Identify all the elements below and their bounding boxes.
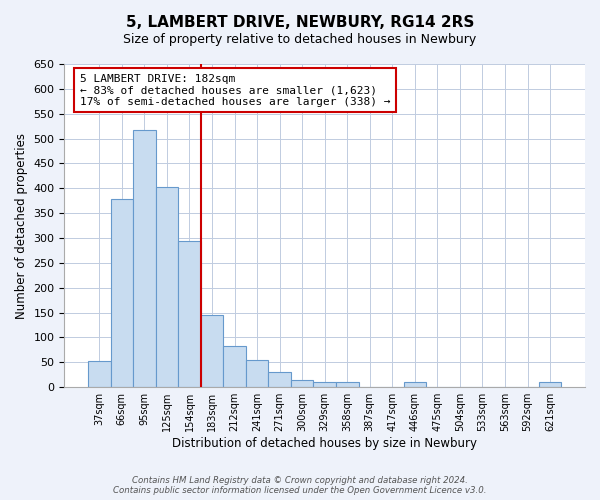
Bar — [88, 362, 110, 387]
Bar — [336, 382, 359, 387]
Bar — [268, 372, 291, 387]
Bar — [291, 380, 313, 387]
Bar — [155, 187, 178, 387]
X-axis label: Distribution of detached houses by size in Newbury: Distribution of detached houses by size … — [172, 437, 477, 450]
Bar — [201, 315, 223, 387]
Text: 5 LAMBERT DRIVE: 182sqm
← 83% of detached houses are smaller (1,623)
17% of semi: 5 LAMBERT DRIVE: 182sqm ← 83% of detache… — [80, 74, 391, 107]
Bar — [539, 382, 562, 387]
Bar — [133, 130, 155, 387]
Text: Contains HM Land Registry data © Crown copyright and database right 2024.
Contai: Contains HM Land Registry data © Crown c… — [113, 476, 487, 495]
Y-axis label: Number of detached properties: Number of detached properties — [15, 132, 28, 318]
Bar — [404, 382, 426, 387]
Bar — [178, 240, 201, 387]
Bar — [313, 382, 336, 387]
Text: Size of property relative to detached houses in Newbury: Size of property relative to detached ho… — [124, 32, 476, 46]
Bar — [223, 346, 246, 387]
Text: 5, LAMBERT DRIVE, NEWBURY, RG14 2RS: 5, LAMBERT DRIVE, NEWBURY, RG14 2RS — [126, 15, 474, 30]
Bar — [110, 200, 133, 387]
Bar — [246, 360, 268, 387]
